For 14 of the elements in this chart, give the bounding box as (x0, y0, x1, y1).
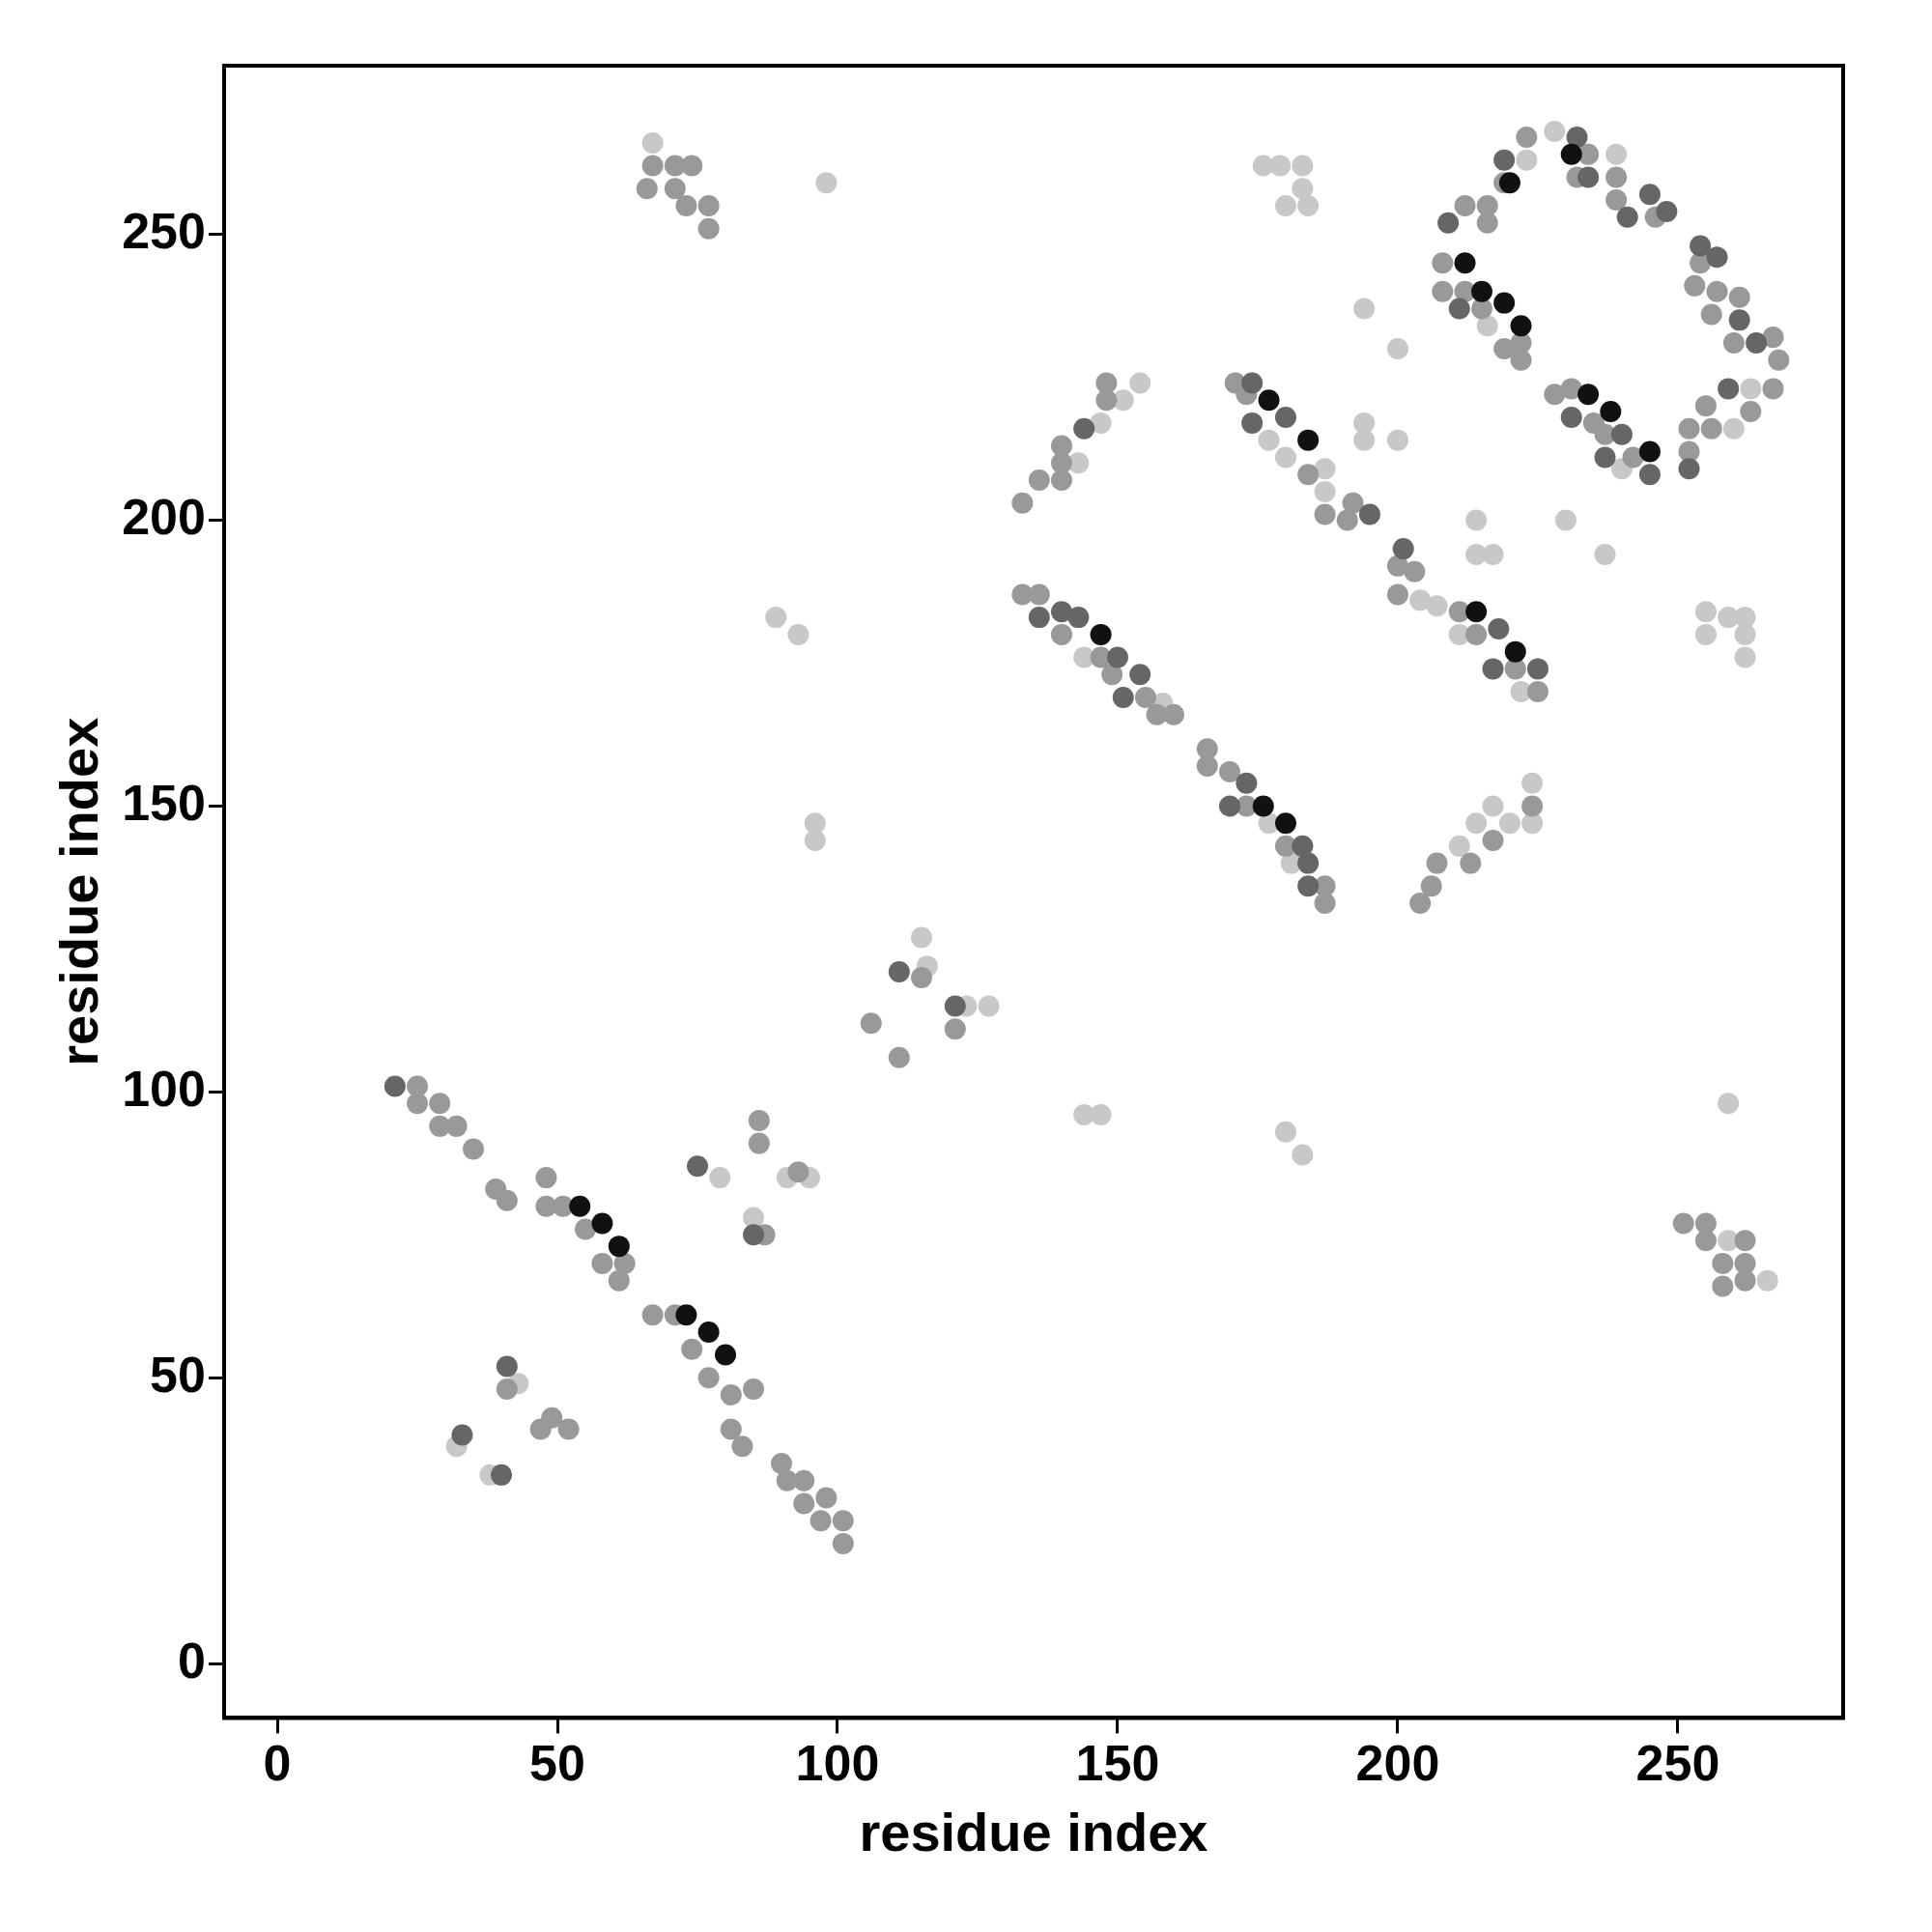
y-tick-label: 250 (122, 202, 206, 259)
y-tick-label: 100 (122, 1060, 206, 1117)
y-axis-title: residue index (48, 717, 110, 1066)
y-tick-label: 50 (150, 1346, 206, 1403)
y-tick-label: 0 (178, 1632, 206, 1689)
x-tick-label: 200 (1355, 1734, 1440, 1791)
y-tick-label: 200 (122, 488, 206, 545)
x-tick-label: 150 (1075, 1734, 1160, 1791)
x-tick-label: 250 (1635, 1734, 1720, 1791)
y-tick-label: 150 (122, 774, 206, 831)
x-axis-title: residue index (859, 1801, 1208, 1862)
x-tick-label: 0 (263, 1734, 292, 1791)
x-tick-label: 100 (795, 1734, 880, 1791)
x-tick-label: 50 (529, 1734, 585, 1791)
